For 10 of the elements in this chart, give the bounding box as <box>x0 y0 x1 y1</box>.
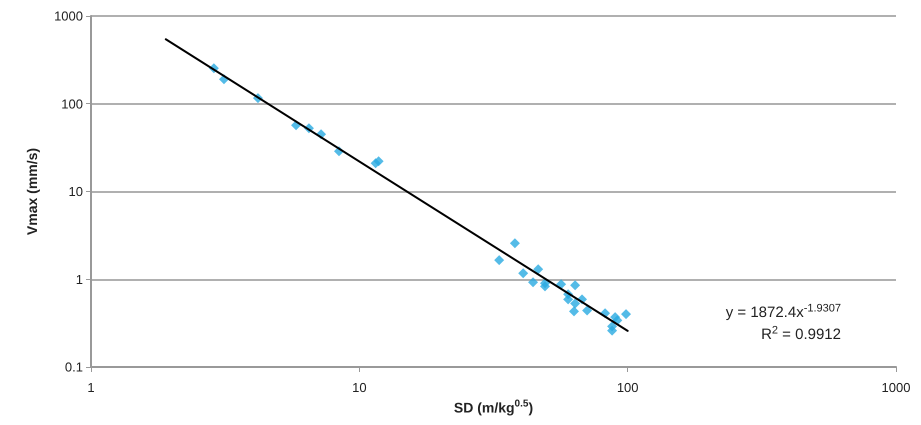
y-tick-label: 10 <box>68 184 83 199</box>
y-tick-label: 1 <box>76 272 83 287</box>
x-tick-label: 100 <box>616 380 639 395</box>
y-tick-label: 100 <box>61 96 83 112</box>
x-tick-label: 1 <box>87 380 95 395</box>
x-tick-label: 1000 <box>882 380 910 395</box>
y-tick-label: 1000 <box>54 8 83 24</box>
y-axis-title: Vmax (mm/s) <box>24 148 40 236</box>
y-tick-label: 0.1 <box>64 360 83 374</box>
x-tick-label: 10 <box>352 380 367 395</box>
